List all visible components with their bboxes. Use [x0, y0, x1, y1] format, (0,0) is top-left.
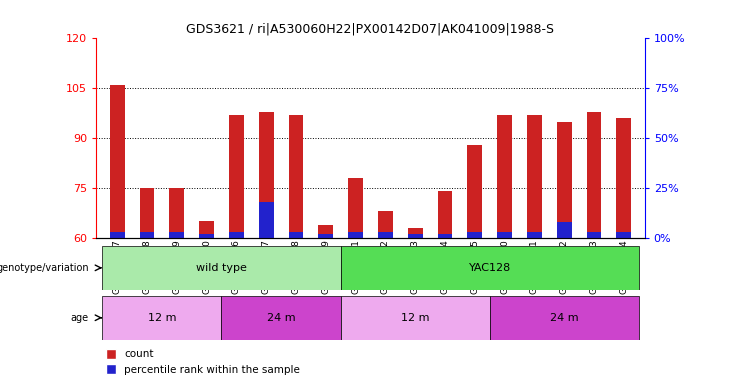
Bar	[222, 296, 341, 340]
Bar	[102, 296, 222, 340]
Bar	[110, 232, 124, 238]
Text: wild type: wild type	[196, 263, 247, 273]
Text: 24 m: 24 m	[267, 313, 296, 323]
Bar	[408, 228, 422, 238]
Bar	[319, 225, 333, 238]
Legend: count, percentile rank within the sample: count, percentile rank within the sample	[102, 345, 305, 379]
Text: YAC128: YAC128	[468, 263, 511, 273]
Bar	[259, 112, 273, 238]
Bar	[617, 118, 631, 238]
Bar	[341, 246, 639, 290]
Bar	[587, 232, 602, 238]
Text: genotype/variation: genotype/variation	[0, 263, 89, 273]
Bar	[110, 85, 124, 238]
Bar	[490, 296, 639, 340]
Bar	[170, 232, 185, 238]
Bar	[229, 232, 244, 238]
Bar	[378, 232, 393, 238]
Bar	[341, 296, 490, 340]
Bar	[468, 232, 482, 238]
Bar	[378, 212, 393, 238]
Bar	[497, 115, 512, 238]
Bar	[259, 202, 273, 238]
Bar	[288, 232, 304, 238]
Bar	[288, 115, 304, 238]
Bar	[348, 232, 363, 238]
Bar	[437, 234, 453, 238]
Bar	[527, 115, 542, 238]
Bar	[468, 145, 482, 238]
Text: 12 m: 12 m	[147, 313, 176, 323]
Bar	[199, 222, 214, 238]
Bar	[587, 112, 602, 238]
Bar	[527, 232, 542, 238]
Bar	[199, 234, 214, 238]
Bar	[617, 232, 631, 238]
Bar	[348, 178, 363, 238]
Bar	[497, 232, 512, 238]
Bar	[139, 188, 154, 238]
Bar	[139, 232, 154, 238]
Bar	[102, 246, 341, 290]
Bar	[319, 234, 333, 238]
Bar	[437, 192, 453, 238]
Bar	[556, 122, 571, 238]
Bar	[229, 115, 244, 238]
Bar	[408, 234, 422, 238]
Text: 24 m: 24 m	[550, 313, 579, 323]
Title: GDS3621 / ri|A530060H22|PX00142D07|AK041009|1988-S: GDS3621 / ri|A530060H22|PX00142D07|AK041…	[187, 23, 554, 36]
Bar	[170, 188, 185, 238]
Text: 12 m: 12 m	[401, 313, 430, 323]
Bar	[556, 222, 571, 238]
Text: age: age	[71, 313, 89, 323]
